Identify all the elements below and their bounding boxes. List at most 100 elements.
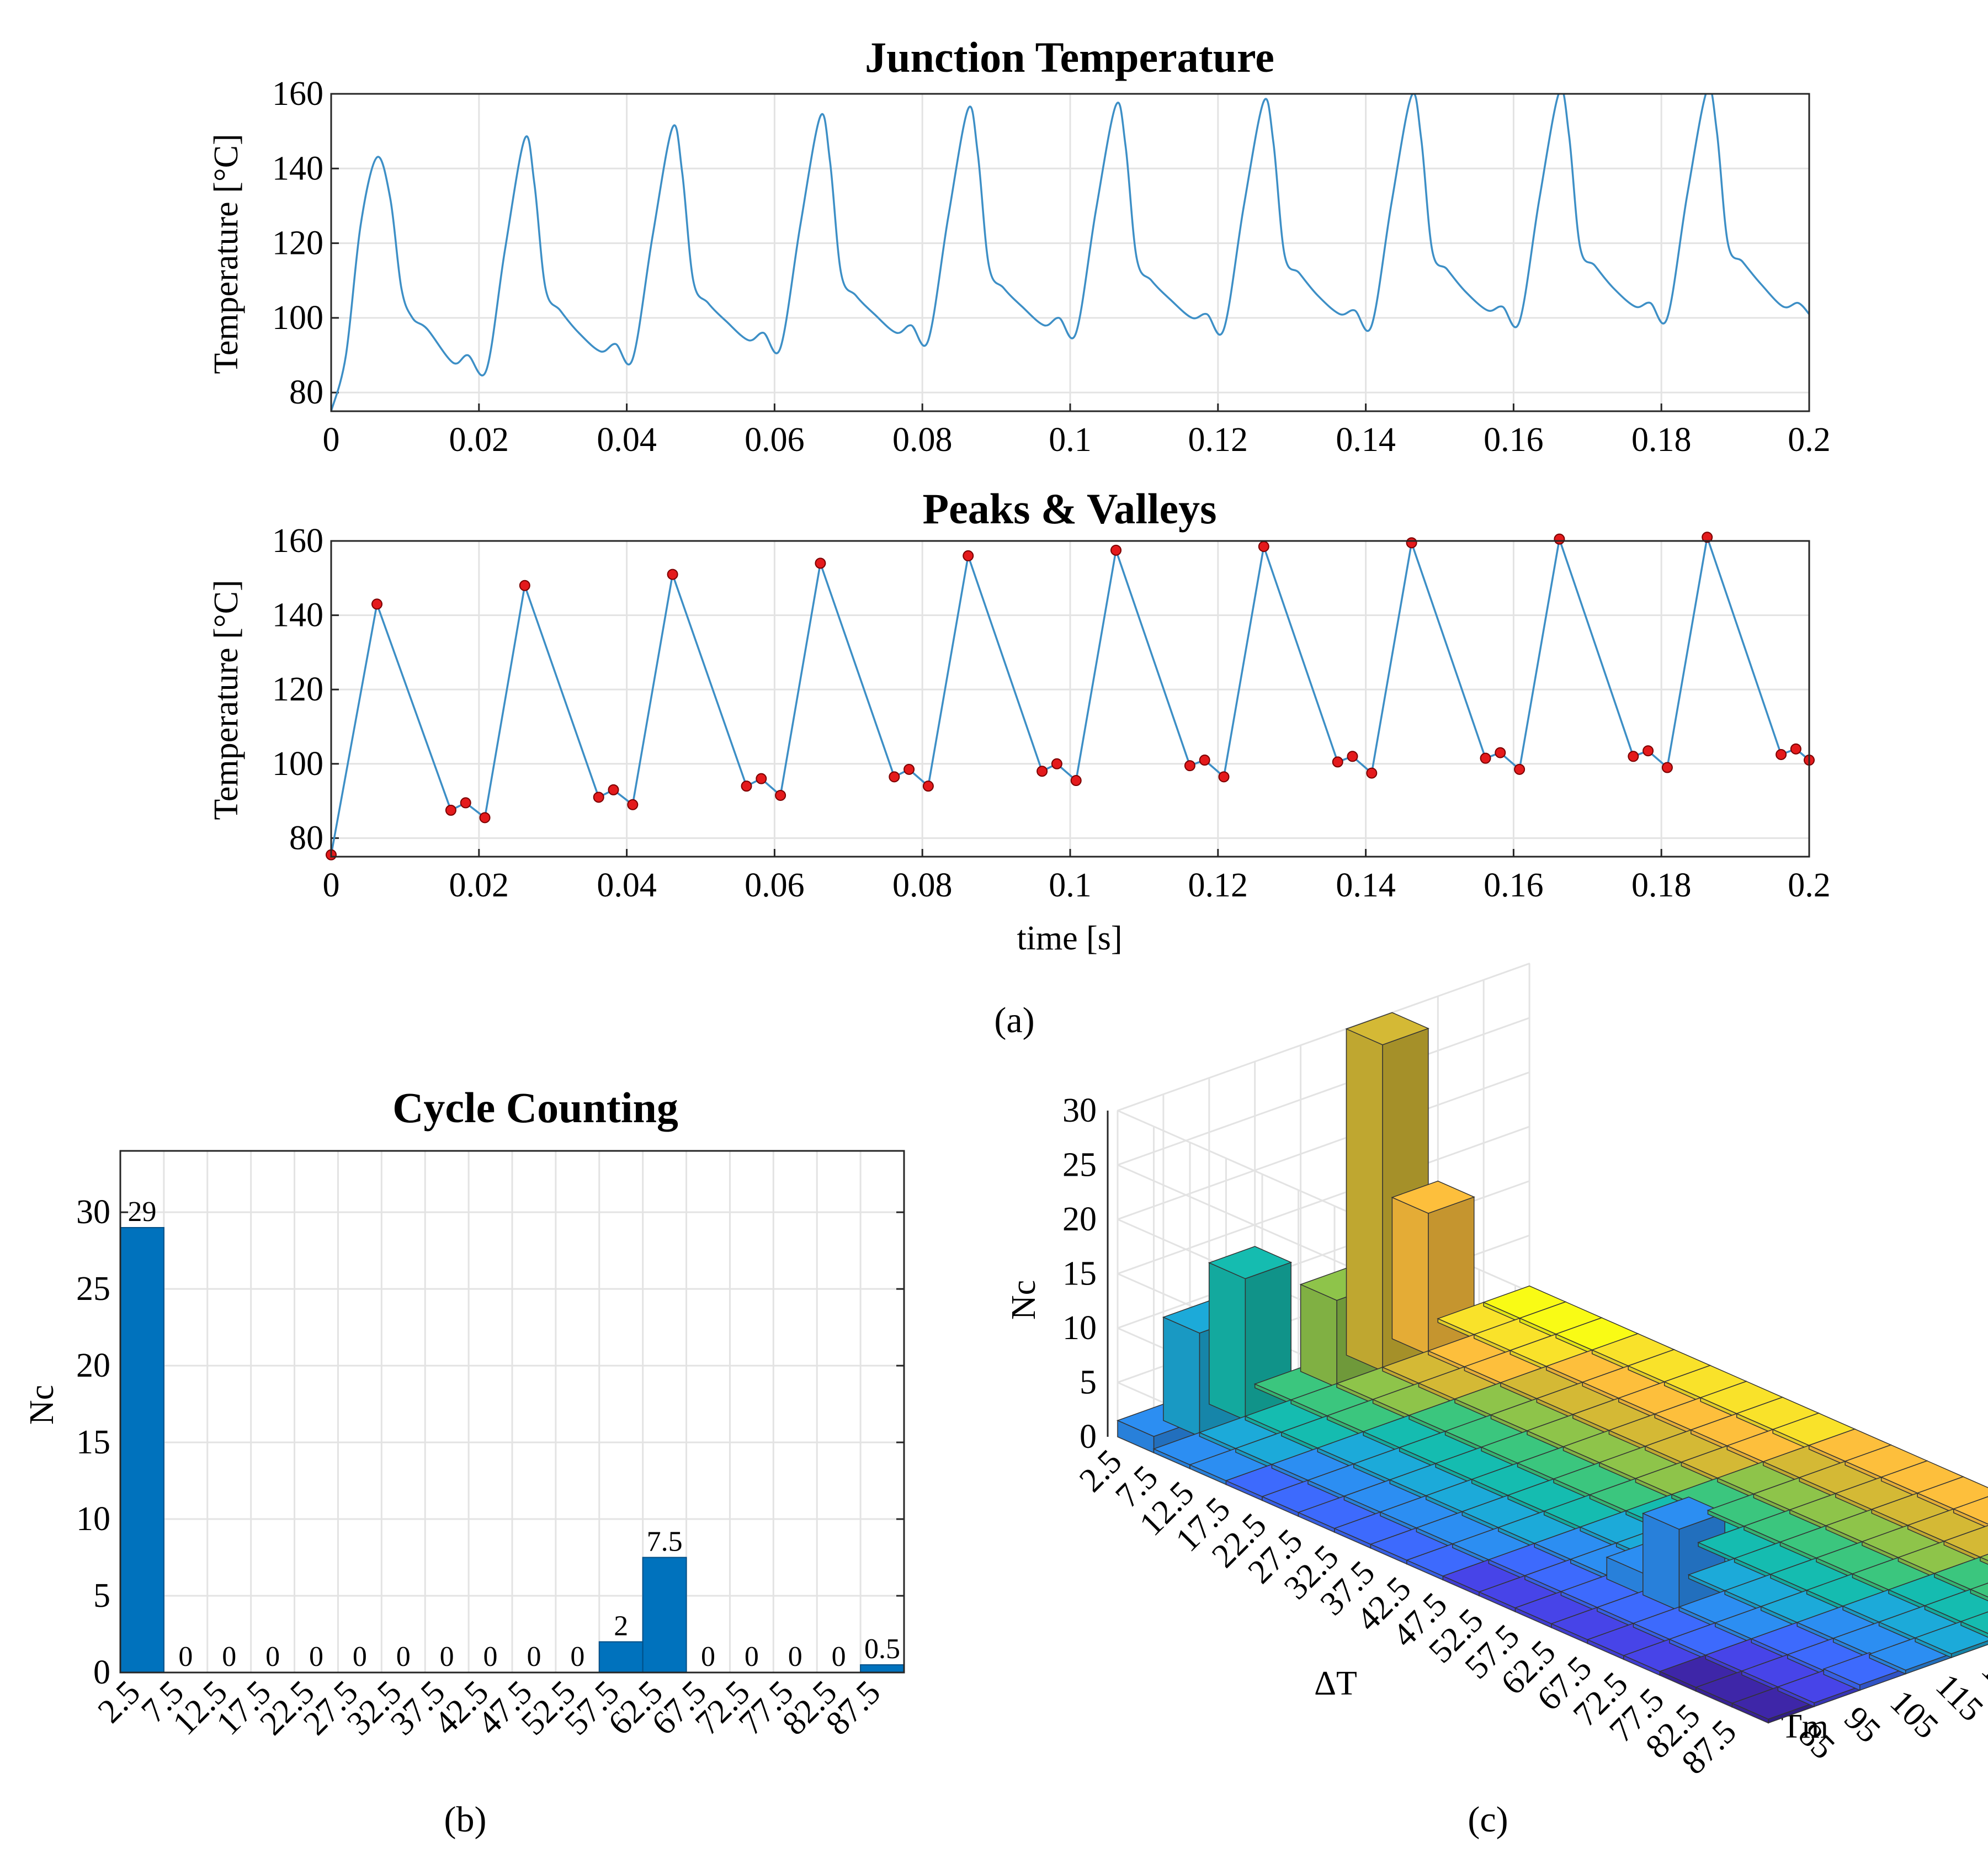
y-tick-label: 160 (272, 75, 323, 113)
z-tick-label: 0 (1080, 1418, 1097, 1456)
data-point (1406, 537, 1417, 549)
z-tick-label: 15 (1062, 1255, 1097, 1293)
data-point (479, 812, 491, 824)
data-label: 0 (353, 1641, 367, 1673)
data-label: 0 (265, 1641, 280, 1673)
x-tick-label: 0.1 (1049, 421, 1092, 459)
x-tick-label: 0.04 (597, 421, 657, 459)
data-point (1070, 775, 1082, 787)
bar3d-column-left (1209, 1262, 1246, 1421)
x-tick-label: 0.02 (449, 421, 509, 459)
bar3d-cell-left (1960, 1621, 1988, 1638)
y-tick-label: 100 (272, 745, 323, 783)
y-axis-label: ΔT (1314, 1665, 1357, 1702)
y-tick-label: 120 (272, 671, 323, 708)
y-tick-label: 120 (272, 225, 323, 262)
x-tick-label: 87.5 (819, 1674, 888, 1743)
data-point (371, 598, 383, 610)
y-tick-label: 25 (76, 1270, 110, 1308)
data-point (889, 771, 900, 783)
plot-frame (330, 93, 1810, 412)
x-tick-label: 0.1 (1049, 867, 1092, 904)
x-tick-label: 0.08 (892, 421, 953, 459)
data-label: 0 (178, 1641, 193, 1673)
bar3d-column-left (1163, 1316, 1200, 1437)
data-point (1776, 748, 1787, 760)
x-tick-label: 0.2 (1788, 421, 1831, 459)
bar3d-cell-left (1953, 1508, 1988, 1528)
x-tick-label: 0.12 (1188, 421, 1248, 459)
data-point (1110, 544, 1122, 556)
bar3d-column-top (1345, 1012, 1429, 1045)
bar3d-column-left (1300, 1283, 1337, 1388)
data-point (1051, 758, 1062, 769)
bar3d-column-top (1391, 1180, 1475, 1214)
data-point (608, 784, 619, 795)
plot-frame (119, 1150, 905, 1674)
x-tick-label: 0.02 (449, 867, 509, 904)
z-tick-label: 30 (1062, 1092, 1097, 1129)
y-tick-label: 160 (272, 522, 323, 560)
bar3d-cell-left (1970, 1589, 1988, 1601)
data-label: 0 (745, 1641, 759, 1673)
y-tick-label: 80 (289, 819, 323, 857)
data-point (903, 763, 915, 775)
x-tick-label: 0.18 (1631, 421, 1692, 459)
bar (860, 1664, 905, 1674)
data-point (1702, 532, 1713, 543)
y-axis-label: Nc (23, 1385, 61, 1425)
data-label: 29 (127, 1196, 156, 1228)
bar3d-cell-top (1943, 1525, 1988, 1558)
data-label: 0 (396, 1641, 411, 1673)
bar3d-cell-top (1969, 1583, 1988, 1598)
x-tick-label: 0.06 (745, 421, 805, 459)
z-tick-label: 5 (1080, 1364, 1097, 1401)
data-label: 0.5 (864, 1633, 900, 1665)
chart-title: Junction Temperature (865, 33, 1274, 81)
data-label: 0 (570, 1641, 584, 1673)
peaks-valleys-chart: Peaks & Valleys Temperature [°C] time [s… (208, 485, 1831, 957)
x-tick-label: 0.18 (1631, 867, 1692, 904)
bar3d-cell-left (1980, 1556, 1988, 1565)
data-point (627, 799, 639, 810)
x-tick-label: 0 (323, 421, 340, 459)
data-point (1184, 760, 1195, 772)
data-point (1199, 755, 1210, 766)
y-tick-label: 5 (93, 1577, 110, 1615)
data-point (460, 797, 471, 809)
z-tick-label: 10 (1062, 1309, 1097, 1347)
bar (120, 1227, 164, 1674)
y-tick-label: 30 (76, 1193, 110, 1231)
data-label: 0 (788, 1641, 802, 1673)
bar3d-column-top (1208, 1246, 1293, 1279)
chart-title: Peaks & Valleys (922, 485, 1216, 533)
data-point (1258, 541, 1269, 553)
bar3d-cell-top (1933, 1557, 1988, 1590)
z-tick-label: 25 (1062, 1146, 1097, 1184)
y-tick-label: 10 (76, 1500, 110, 1538)
data-point (741, 781, 752, 792)
y-tick-label: 0 (93, 1654, 110, 1691)
data-label: 0 (701, 1641, 715, 1673)
y-tick-label: 100 (272, 299, 323, 337)
data-point (1036, 766, 1048, 777)
data-point (519, 580, 530, 591)
z-gridline (1117, 963, 1530, 1112)
panel-label-c: (c) (1468, 1799, 1508, 1840)
data-point (756, 773, 767, 784)
z-tick-label: 20 (1062, 1201, 1097, 1238)
data-point (1218, 771, 1230, 783)
data-point (593, 792, 604, 803)
plot-frame (330, 540, 1810, 858)
data-point (445, 804, 456, 816)
y-axis-label: Temperature [°C] (208, 580, 245, 820)
x-tick-label: 0.08 (892, 867, 953, 904)
panel-label-b: (b) (444, 1799, 487, 1840)
x-tick-label: 0 (323, 867, 340, 904)
data-label: 0 (832, 1641, 846, 1673)
x-tick-label: 0.04 (597, 867, 657, 904)
data-point (922, 781, 934, 792)
data-point (1514, 763, 1525, 775)
bar (598, 1641, 644, 1674)
